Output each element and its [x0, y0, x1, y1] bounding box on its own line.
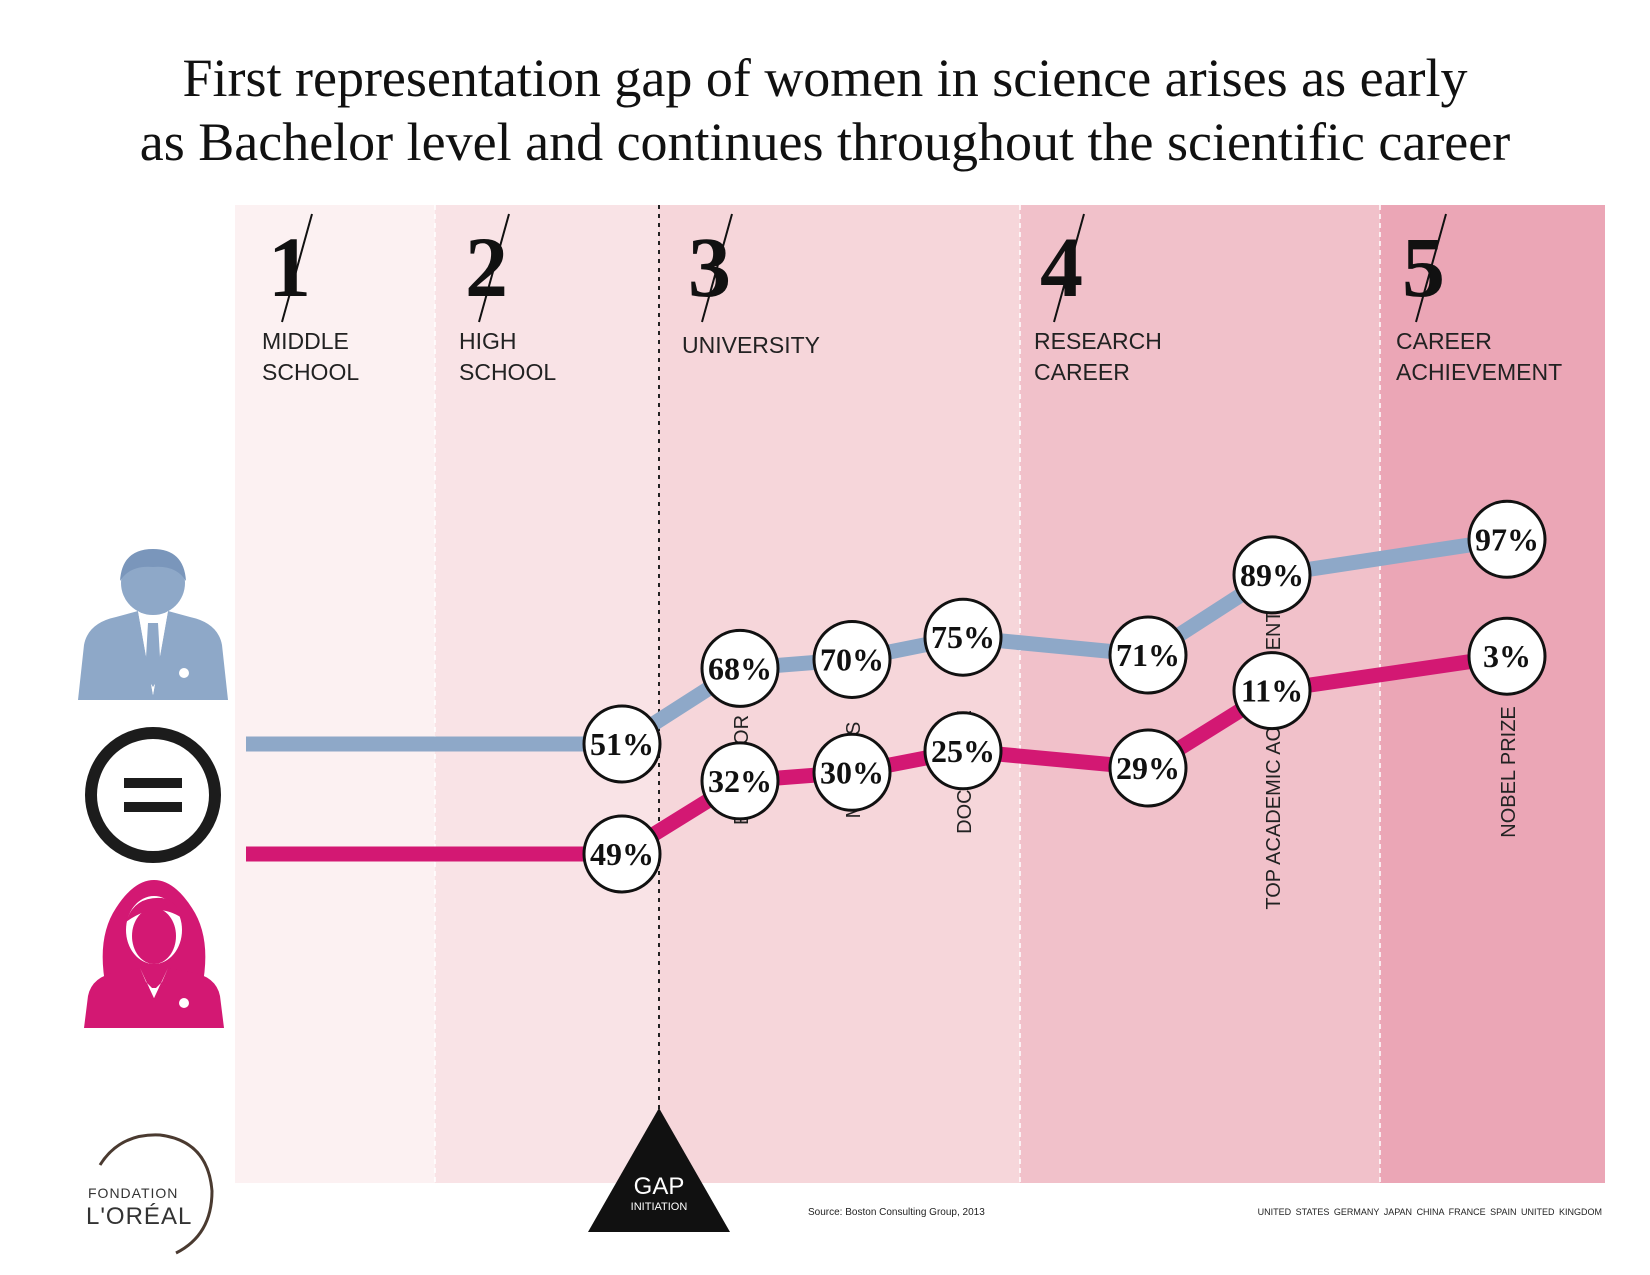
men-marker: 75%: [923, 597, 1003, 677]
women-marker: 11%: [1232, 651, 1312, 731]
men-marker: 70%: [812, 619, 892, 699]
country-list: UNITED STATES GERMANY JAPAN CHINA FRANCE…: [1258, 1207, 1602, 1217]
women-marker: 25%: [923, 711, 1003, 791]
stage-label-4-line-2: CAREER: [1034, 359, 1130, 385]
women-marker-circle: [1108, 728, 1188, 808]
stage-number-4: 4: [1040, 219, 1083, 315]
men-marker-circle: [812, 619, 892, 699]
gap-label: GAP: [634, 1173, 685, 1200]
women-data-label: 11%: [1241, 673, 1303, 709]
title-line-1: First representation gap of women in sci…: [182, 48, 1468, 108]
men-data-label: 89%: [1240, 557, 1304, 593]
country: UNITED STATES: [1257, 1207, 1330, 1217]
men-marker-circle: [582, 704, 662, 784]
women-marker: 3%: [1467, 616, 1547, 696]
stage-number-slash: [1053, 213, 1085, 323]
women-marker-circle: [812, 732, 892, 812]
women-data-label: 25%: [931, 733, 995, 769]
women-data-label: 49%: [590, 836, 654, 872]
men-marker: 68%: [700, 628, 780, 708]
gap-initiation-marker: GAP INITIATION: [588, 1108, 730, 1232]
source-note: Source: Boston Consulting Group, 2013: [808, 1207, 985, 1218]
logo-line-1: FONDATION: [88, 1185, 179, 1201]
data-markers: 51% 68% 70% 75% 71% 89% 97% 49% 32% 30% 25% 29% 11% 3…: [582, 499, 1547, 894]
women-data-label: 32%: [708, 763, 772, 799]
country: GERMANY: [1333, 1207, 1380, 1217]
women-data-label: 29%: [1116, 750, 1180, 786]
country: JAPAN: [1383, 1207, 1413, 1217]
woman-icon: [84, 880, 224, 1028]
equal-sign-icon: [85, 727, 221, 863]
page-title: First representation gap of women in sci…: [0, 46, 1650, 174]
stage-label-1-line-2: SCHOOL: [262, 359, 359, 385]
gap-sublabel: INITIATION: [631, 1201, 688, 1213]
logo-line-2: L'ORÉAL: [86, 1203, 193, 1230]
stage-number-5: 5: [1402, 219, 1445, 315]
stage-band-5: [1380, 205, 1605, 1183]
men-data-label: 70%: [820, 641, 884, 677]
women-data-label: 3%: [1483, 638, 1531, 674]
men-marker-circle: [1108, 615, 1188, 695]
women-marker-circle: [1232, 651, 1312, 731]
man-icon: [78, 549, 228, 700]
men-marker: 97%: [1467, 499, 1547, 579]
men-marker: 89%: [1232, 535, 1312, 615]
stage-band-4: [1020, 205, 1380, 1183]
stage-label-2-line-2: SCHOOL: [459, 359, 556, 385]
women-marker-circle: [923, 711, 1003, 791]
stage-band-2: [435, 205, 659, 1183]
stage-number-slash: [478, 213, 510, 323]
men-marker-circle: [700, 628, 780, 708]
stage-number-1: 1: [268, 219, 311, 315]
stage-number-3: 3: [688, 219, 731, 315]
women-marker: 30%: [812, 732, 892, 812]
stage-label-1-line-1: MIDDLE: [262, 328, 349, 354]
triangle-icon: [588, 1108, 730, 1232]
women-marker-circle: [700, 741, 780, 821]
men-data-label: 97%: [1475, 521, 1539, 557]
stage-label-4-line-1: RESEARCH: [1034, 328, 1162, 354]
stage-labels: 1 MIDDLE SCHOOL 2 HIGH SCHOOL 3 UNIVERSITY 4 RESE…: [262, 213, 1562, 385]
country: FRANCE: [1448, 1207, 1486, 1217]
women-marker-circle: [1467, 616, 1547, 696]
men-marker-circle: [923, 597, 1003, 677]
country: CHINA: [1416, 1207, 1445, 1217]
stage-number-2: 2: [465, 219, 508, 315]
men-data-label: 71%: [1116, 637, 1180, 673]
men-data-label: 68%: [708, 650, 772, 686]
country: UNITED KINGDOM: [1520, 1207, 1602, 1217]
stage-band-1: [235, 205, 435, 1183]
men-data-label: 75%: [931, 619, 995, 655]
women-marker: 49%: [582, 814, 662, 894]
women-marker: 32%: [700, 741, 780, 821]
women-marker-circle: [582, 814, 662, 894]
men-marker: 71%: [1108, 615, 1188, 695]
stage-label-3-line-1: UNIVERSITY: [682, 332, 820, 358]
women-marker: 29%: [1108, 728, 1188, 808]
men-marker: 51%: [582, 704, 662, 784]
stage-number-slash: [281, 213, 313, 323]
country: SPAIN: [1490, 1207, 1517, 1217]
men-marker-circle: [1232, 535, 1312, 615]
women-data-label: 30%: [820, 754, 884, 790]
stage-label-2-line-1: HIGH: [459, 328, 517, 354]
title-line-2: as Bachelor level and continues througho…: [139, 112, 1511, 172]
stage-label-5-line-1: CAREER: [1396, 328, 1492, 354]
stage-number-slash: [1415, 213, 1447, 323]
fondation-loreal-logo: FONDATION L'ORÉAL: [80, 1125, 220, 1255]
men-data-label: 51%: [590, 726, 654, 762]
stage-label-5-line-2: ACHIEVEMENT: [1396, 359, 1562, 385]
stage-number-slash: [701, 213, 733, 323]
men-marker-circle: [1467, 499, 1547, 579]
category-label: NOBEL PRIZE: [1498, 706, 1520, 838]
